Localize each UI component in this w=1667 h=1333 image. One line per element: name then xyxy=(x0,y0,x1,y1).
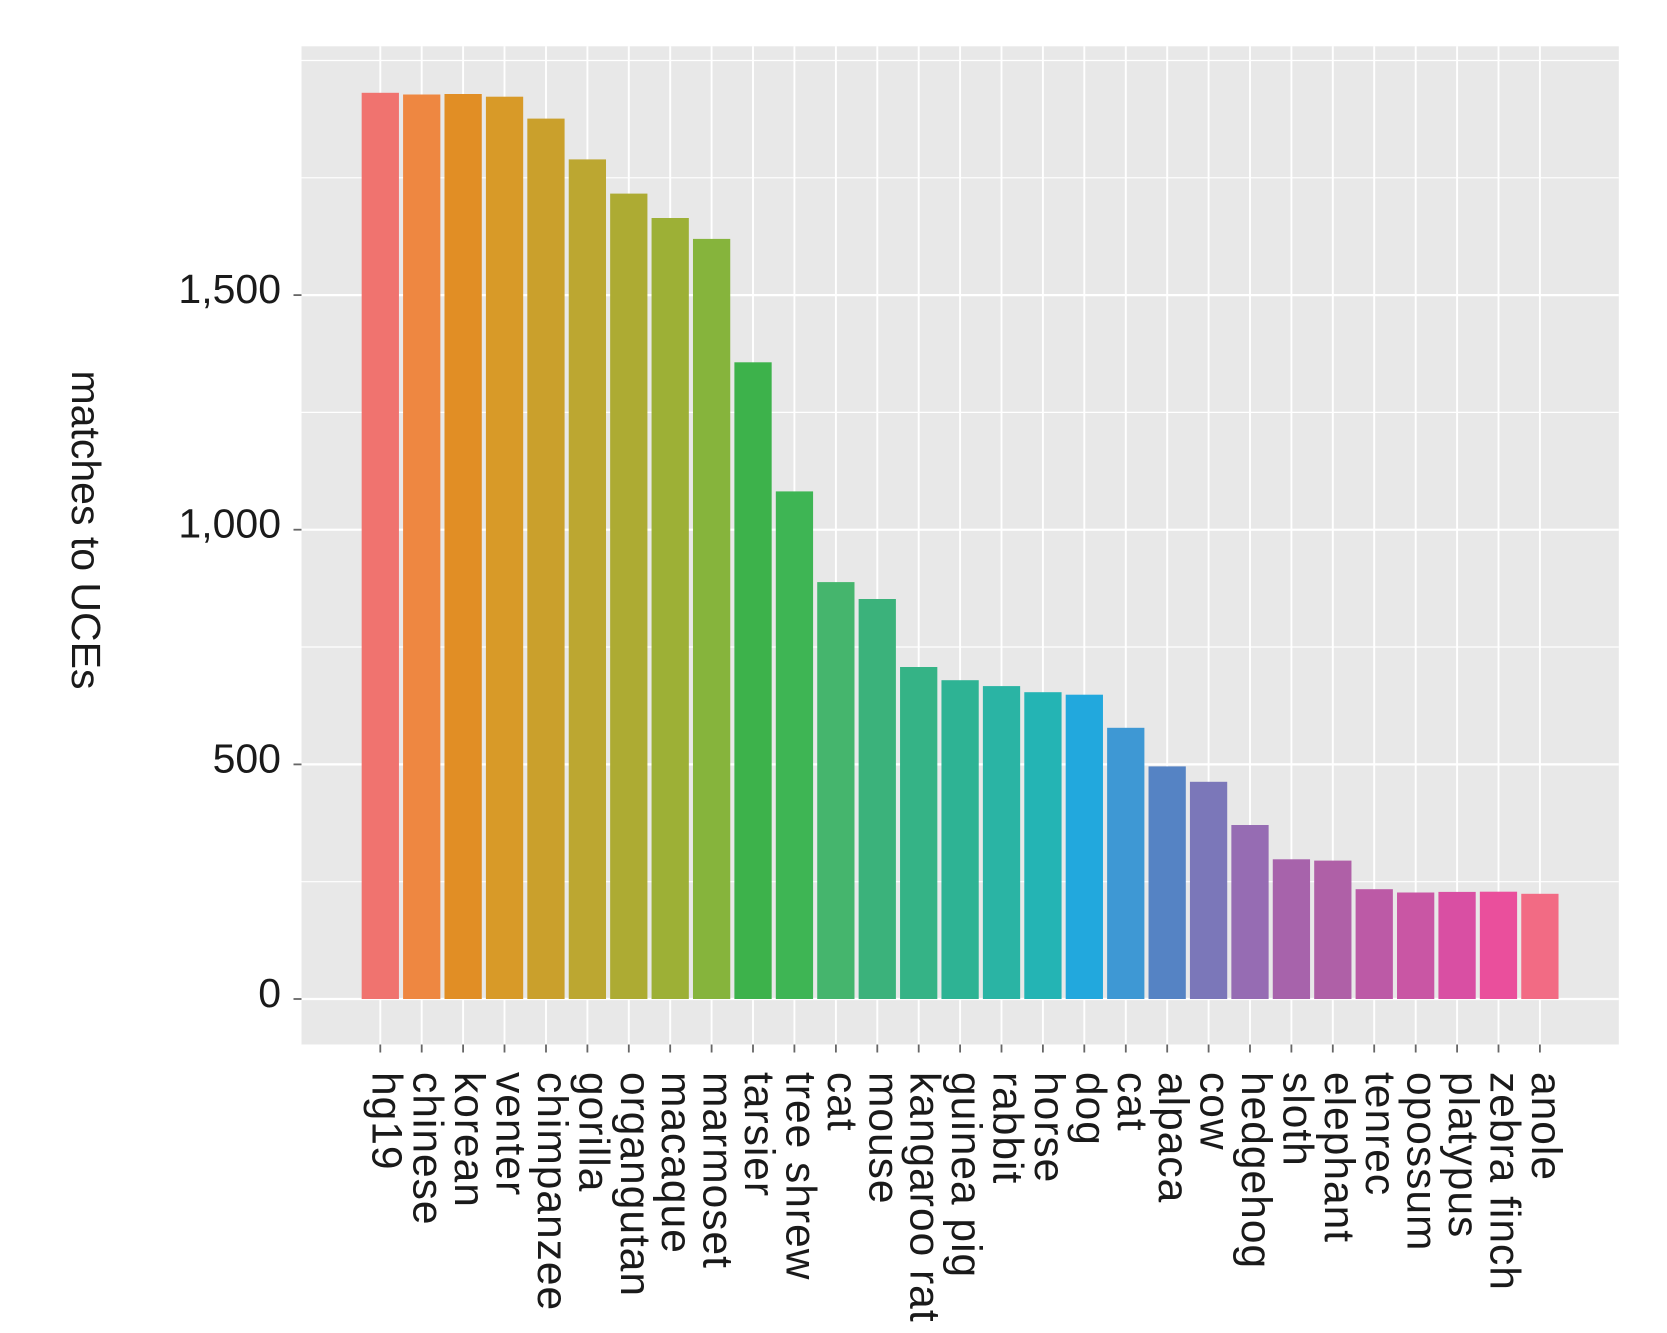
svg-text:chimpanzee: chimpanzee xyxy=(528,1072,575,1311)
svg-text:marmoset: marmoset xyxy=(694,1072,741,1269)
svg-text:opossum: opossum xyxy=(1398,1072,1445,1251)
svg-text:cat: cat xyxy=(818,1072,865,1132)
svg-text:macaque: macaque xyxy=(652,1072,699,1254)
svg-text:tenrec: tenrec xyxy=(1356,1072,1403,1196)
svg-text:sloth: sloth xyxy=(1273,1072,1320,1167)
svg-text:zebra finch: zebra finch xyxy=(1481,1072,1528,1291)
svg-text:chinese: chinese xyxy=(404,1072,451,1226)
svg-text:hedgehog: hedgehog xyxy=(1232,1072,1279,1269)
svg-text:matches to UCEs: matches to UCEs xyxy=(63,371,109,690)
svg-text:tree shrew: tree shrew xyxy=(776,1072,823,1280)
svg-text:organgutan: organgutan xyxy=(611,1072,658,1297)
svg-text:0: 0 xyxy=(258,970,281,1016)
svg-text:cow: cow xyxy=(1191,1072,1238,1151)
svg-text:horse: horse xyxy=(1025,1072,1072,1183)
svg-text:1,000: 1,000 xyxy=(178,501,281,547)
svg-text:alpaca: alpaca xyxy=(1149,1072,1196,1203)
svg-text:mouse: mouse xyxy=(859,1072,906,1205)
svg-text:rabbit: rabbit xyxy=(984,1072,1031,1184)
svg-text:guinea pig: guinea pig xyxy=(942,1072,989,1278)
svg-text:venter: venter xyxy=(487,1072,534,1196)
svg-text:platypus: platypus xyxy=(1439,1072,1486,1238)
svg-text:1,500: 1,500 xyxy=(178,266,281,312)
svg-text:elephant: elephant xyxy=(1315,1072,1362,1243)
svg-text:cat: cat xyxy=(1108,1072,1155,1132)
svg-text:dog: dog xyxy=(1066,1072,1113,1146)
svg-text:korean: korean xyxy=(445,1072,492,1208)
svg-text:anole: anole xyxy=(1522,1072,1569,1181)
svg-text:kangaroo rat: kangaroo rat xyxy=(901,1072,948,1323)
svg-text:tarsier: tarsier xyxy=(735,1072,782,1197)
svg-text:hg19: hg19 xyxy=(362,1072,409,1171)
svg-text:500: 500 xyxy=(213,735,281,781)
svg-text:gorilla: gorilla xyxy=(569,1072,616,1192)
